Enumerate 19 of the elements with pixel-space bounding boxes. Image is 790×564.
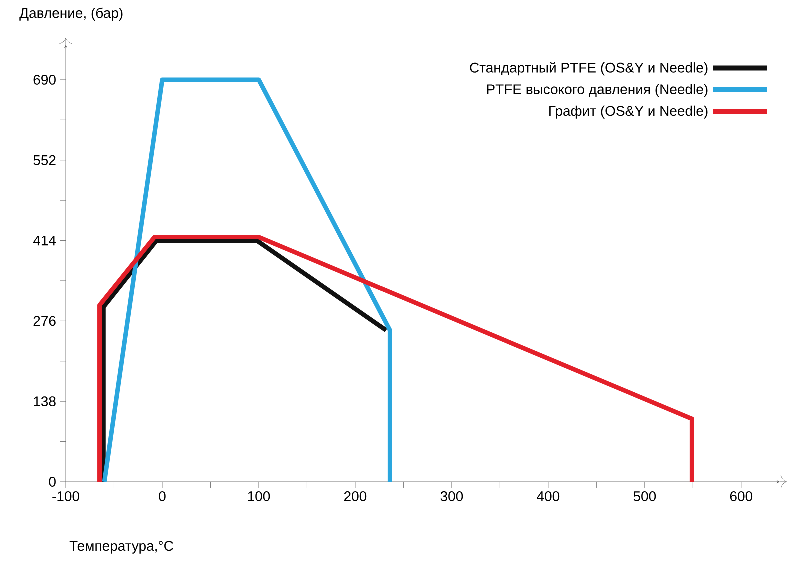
y-tick-label: 138 xyxy=(34,396,56,407)
x-tick-label: -100 xyxy=(52,492,80,502)
y-tick-label: 690 xyxy=(34,74,56,85)
x-tick-label: 100 xyxy=(248,492,270,502)
y-tick-label: 552 xyxy=(34,155,56,166)
y-axis-title: Давление, (бар) xyxy=(20,8,123,21)
legend-label: Графит (OS&Y и Needle) xyxy=(550,106,708,119)
x-tick-label: 600 xyxy=(730,492,753,502)
legend-label: Стандартный PTFE (OS&Y и Needle) xyxy=(470,62,708,76)
x-tick-label: 300 xyxy=(440,492,464,502)
x-tick-label: 400 xyxy=(537,492,560,502)
y-tick-label: 0 xyxy=(49,477,56,487)
legend-label: PTFE высокого давления (Needle) xyxy=(487,84,708,98)
x-tick-label: 0 xyxy=(159,492,166,502)
x-axis-title: Температура,°C xyxy=(70,541,174,554)
y-tick-label: 414 xyxy=(33,236,56,246)
x-tick-label: 500 xyxy=(634,492,656,502)
x-tick-label: 200 xyxy=(344,492,367,502)
y-tick-label: 276 xyxy=(34,316,56,326)
